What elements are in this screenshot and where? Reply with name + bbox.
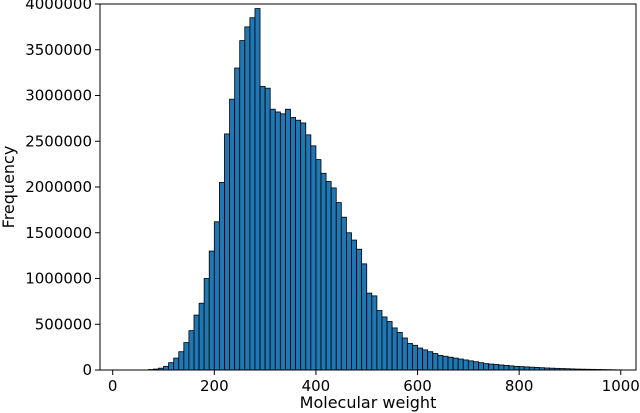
histogram-bar bbox=[229, 98, 236, 371]
histogram-bar bbox=[315, 159, 322, 371]
histogram-bar bbox=[218, 182, 225, 371]
histogram-bar bbox=[335, 202, 342, 371]
histogram-bar bbox=[279, 113, 286, 371]
histogram-bar bbox=[224, 133, 230, 371]
histogram-bar bbox=[417, 347, 424, 371]
y-tick-label: 2500000 bbox=[25, 132, 92, 150]
histogram-bar bbox=[305, 134, 312, 371]
histogram-bar bbox=[325, 181, 332, 371]
histogram-bar bbox=[452, 357, 459, 371]
histogram-bar bbox=[269, 108, 276, 371]
histogram-bar bbox=[366, 292, 373, 371]
y-tick-label: 4000000 bbox=[25, 0, 92, 13]
histogram-bar bbox=[183, 342, 190, 371]
histogram-bar bbox=[188, 330, 195, 371]
histogram-bar bbox=[427, 351, 434, 371]
y-tick-label: 3500000 bbox=[25, 41, 92, 59]
histogram-bar bbox=[483, 363, 490, 371]
x-axis-title: Molecular weight bbox=[300, 393, 437, 412]
histogram-bars bbox=[147, 8, 622, 371]
y-axis: 0 500000 1000000 1500000 2000000 2500000 30000… bbox=[25, 0, 100, 379]
histogram-bar bbox=[503, 365, 510, 371]
histogram-bar bbox=[422, 349, 429, 371]
histogram-bar bbox=[488, 363, 495, 371]
histogram-bar bbox=[386, 321, 393, 371]
histogram-bar bbox=[371, 295, 378, 371]
histogram-bar bbox=[462, 359, 469, 371]
x-tick-label: 800 bbox=[505, 377, 534, 395]
histogram-bar bbox=[432, 353, 439, 371]
histogram-bar bbox=[320, 172, 327, 371]
histogram-bar bbox=[473, 361, 479, 371]
x-tick-label: 600 bbox=[403, 377, 432, 395]
histogram-bar bbox=[493, 364, 500, 371]
histogram-bar bbox=[259, 85, 266, 371]
histogram-bar bbox=[340, 216, 347, 371]
x-tick-label: 200 bbox=[200, 377, 229, 395]
histogram-bar bbox=[513, 365, 520, 371]
histogram-bar bbox=[168, 362, 175, 371]
histogram-bar bbox=[518, 366, 525, 371]
histogram-bar bbox=[239, 40, 246, 371]
histogram-bar bbox=[264, 87, 271, 371]
histogram-bar bbox=[376, 310, 383, 371]
histogram-bar bbox=[198, 302, 205, 371]
histogram-bar bbox=[213, 221, 220, 371]
histogram-bar bbox=[508, 365, 515, 371]
y-tick-label: 1000000 bbox=[25, 270, 92, 288]
histogram-bar bbox=[361, 263, 368, 371]
histogram-bar bbox=[274, 111, 281, 371]
x-axis: 0 200 400 600 800 1000 bbox=[108, 370, 640, 395]
histogram-bar bbox=[163, 365, 169, 371]
histogram-bar bbox=[208, 250, 215, 371]
histogram-bar bbox=[234, 67, 241, 371]
histogram-bar bbox=[254, 8, 261, 371]
histogram-bar bbox=[300, 122, 307, 371]
y-tick-label: 1500000 bbox=[25, 224, 92, 242]
histogram-bar bbox=[351, 239, 357, 371]
histogram-bar bbox=[442, 355, 449, 371]
histogram-bar bbox=[498, 364, 505, 371]
histogram-bar bbox=[467, 360, 474, 371]
histogram-bar bbox=[396, 332, 403, 371]
histogram-bar bbox=[193, 314, 200, 371]
histogram-bar bbox=[406, 343, 413, 371]
y-tick-label: 500000 bbox=[35, 315, 92, 333]
histogram-bar bbox=[249, 17, 256, 371]
y-tick-label: 0 bbox=[82, 361, 92, 379]
histogram-bar bbox=[290, 117, 296, 371]
histogram-bar bbox=[381, 316, 388, 371]
x-tick-label: 1000 bbox=[602, 377, 640, 395]
histogram-bar bbox=[391, 327, 398, 371]
histogram-bar bbox=[330, 187, 337, 371]
x-tick-label: 0 bbox=[108, 377, 118, 395]
histogram-bar bbox=[346, 232, 352, 371]
histogram-bar bbox=[457, 358, 464, 371]
histogram-bar bbox=[356, 248, 363, 371]
y-tick-label: 2000000 bbox=[25, 178, 92, 196]
histogram-bar bbox=[178, 351, 185, 371]
histogram-bar bbox=[447, 356, 454, 371]
histogram-bar bbox=[412, 344, 418, 371]
histogram-bar bbox=[437, 354, 444, 371]
y-tick-label: 3000000 bbox=[25, 87, 92, 105]
histogram-bar bbox=[310, 145, 317, 371]
histogram-bar bbox=[173, 357, 180, 371]
x-tick-label: 400 bbox=[302, 377, 331, 395]
histogram-bar bbox=[478, 362, 484, 371]
histogram-bar bbox=[401, 337, 408, 371]
histogram-bar bbox=[295, 119, 302, 371]
histogram-bar bbox=[203, 278, 210, 371]
y-axis-title: Frequency bbox=[0, 146, 18, 229]
histogram-bar bbox=[285, 108, 291, 371]
histogram-bar bbox=[244, 26, 251, 371]
